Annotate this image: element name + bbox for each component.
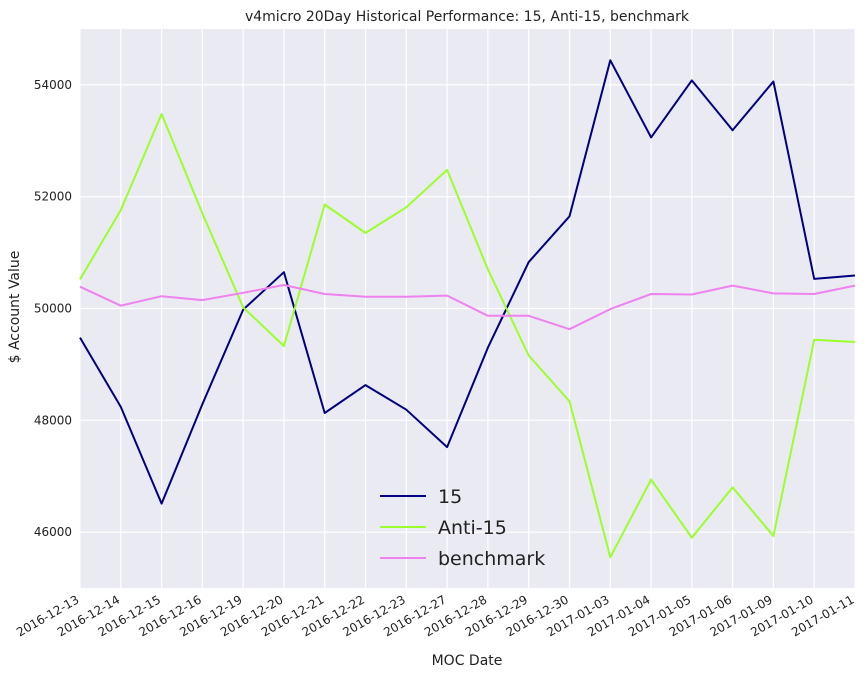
y-tick-label: 50000 <box>34 302 72 316</box>
series-line-15 <box>79 59 856 505</box>
legend-label: 15 <box>438 486 462 508</box>
y-tick-label: 46000 <box>34 525 72 539</box>
y-axis-label: $ Account Value <box>7 251 23 364</box>
chart-title: v4micro 20Day Historical Performance: 15… <box>245 9 690 25</box>
series-layer <box>79 59 856 559</box>
series-line-benchmark <box>79 284 856 331</box>
legend: 15 Anti-15 benchmark <box>380 486 545 570</box>
x-axis-label: MOC Date <box>432 653 503 669</box>
grid <box>79 29 856 588</box>
y-tick-label: 48000 <box>34 413 72 427</box>
series-line-anti-15 <box>79 113 856 559</box>
legend-label: Anti-15 <box>438 517 507 539</box>
y-tick-label: 54000 <box>34 78 72 92</box>
legend-label: benchmark <box>438 548 545 570</box>
y-tick-label: 52000 <box>34 190 72 204</box>
